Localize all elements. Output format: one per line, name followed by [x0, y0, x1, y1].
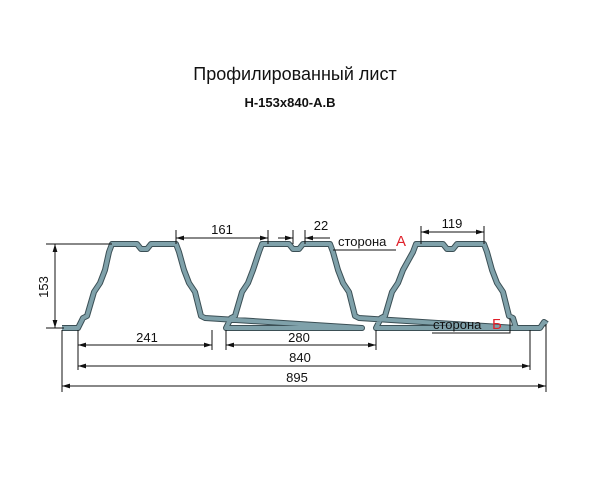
title: Профилированный лист	[193, 64, 396, 84]
dim-161: 161	[211, 222, 233, 237]
side-b-letter: Б	[492, 316, 502, 333]
dim-840: 840	[289, 350, 311, 365]
profile-line	[62, 242, 549, 330]
dim-22: 22	[314, 218, 328, 233]
dim-153: 153	[36, 276, 51, 298]
subtitle: Н-153х840-А.В	[244, 95, 335, 110]
dim-241: 241	[136, 330, 158, 345]
side-a-text: сторона	[338, 234, 387, 249]
dim-280: 280	[288, 330, 310, 345]
dim-895: 895	[286, 370, 308, 385]
side-b-text: сторона	[433, 317, 482, 332]
dimension-lines	[46, 226, 547, 392]
dim-119: 119	[442, 216, 463, 231]
profile	[62, 241, 549, 331]
side-a-letter: А	[396, 233, 406, 250]
profile-line	[62, 241, 549, 331]
